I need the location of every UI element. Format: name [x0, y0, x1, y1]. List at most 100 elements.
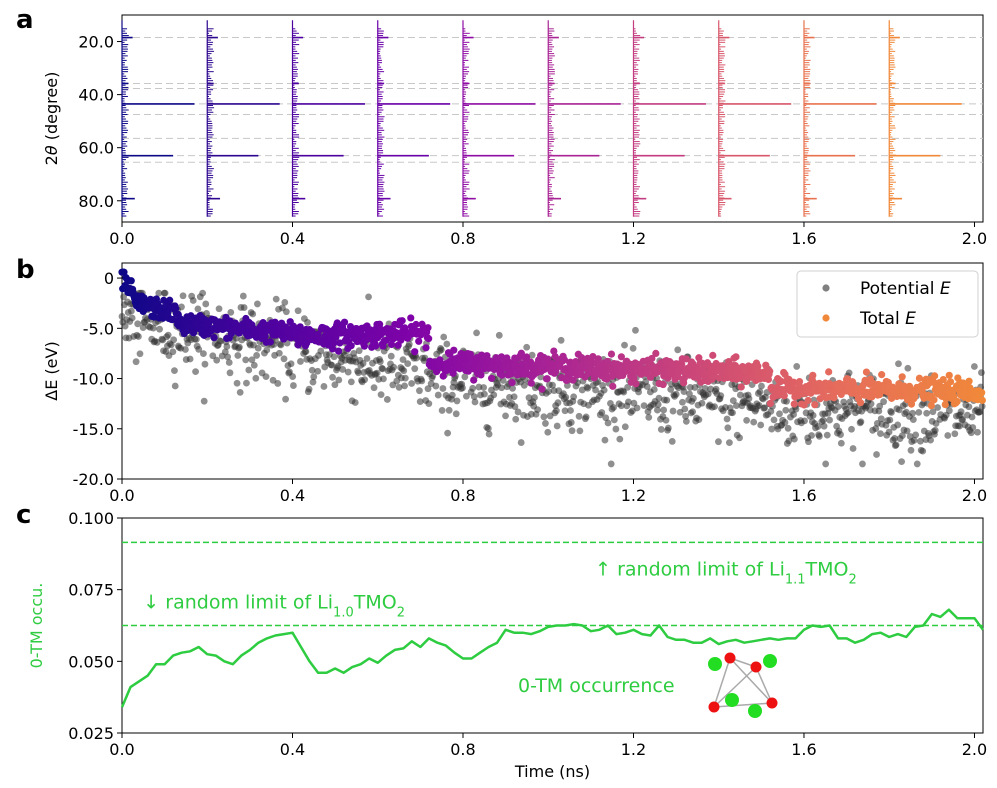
potential-energy-point	[363, 355, 371, 362]
potential-energy-point	[974, 428, 981, 436]
potential-energy-point	[282, 308, 290, 316]
panel-a-xtick-label: 1.6	[791, 229, 816, 248]
total-energy-point	[569, 376, 577, 384]
potential-energy-point	[793, 363, 801, 370]
potential-energy-point	[859, 460, 866, 468]
total-energy-point	[809, 371, 817, 379]
total-energy-point	[329, 345, 337, 353]
potential-energy-point	[584, 384, 592, 392]
potential-energy-point	[461, 373, 469, 381]
potential-energy-point	[898, 458, 905, 465]
potential-energy-point	[309, 378, 317, 386]
li-atom-icon	[763, 654, 777, 668]
panel-c-letter: c	[16, 500, 32, 530]
total-energy-point	[449, 369, 457, 377]
potential-energy-point	[254, 344, 262, 352]
potential-energy-point	[616, 435, 624, 443]
potential-energy-point	[424, 385, 432, 393]
potential-energy-point	[872, 425, 880, 432]
panel-b-ytick-label: -15.0	[73, 420, 114, 439]
potential-energy-point	[682, 412, 689, 420]
total-energy-point	[425, 335, 433, 343]
potential-energy-point	[567, 419, 575, 426]
potential-energy-point	[927, 436, 934, 444]
potential-energy-point	[957, 408, 965, 416]
total-energy-point	[527, 358, 535, 366]
total-energy-point	[415, 337, 423, 345]
total-energy-point	[470, 376, 478, 384]
potential-energy-point	[785, 437, 793, 445]
potential-energy-point	[520, 381, 528, 389]
potential-energy-point	[758, 382, 765, 390]
potential-energy-point	[816, 432, 823, 440]
panel-b-ytick-label: -20.0	[73, 470, 114, 489]
potential-energy-point	[132, 358, 140, 366]
panel-c-xtick-label: 0.0	[109, 740, 134, 759]
potential-energy-point	[768, 425, 776, 433]
occurrence-line	[120, 608, 985, 708]
o-atom-icon	[766, 697, 778, 709]
potential-energy-point	[252, 374, 260, 382]
panel-c-xtick-label: 1.6	[791, 740, 816, 759]
potential-energy-point	[167, 341, 175, 349]
total-energy-point	[978, 389, 986, 397]
total-energy-point	[439, 372, 447, 380]
panel-b-ytick-label: -5.0	[83, 319, 114, 338]
potential-energy-point	[820, 422, 828, 430]
potential-energy-point	[909, 409, 916, 417]
total-energy-point	[450, 346, 458, 354]
potential-energy-point	[978, 369, 985, 376]
potential-energy-point	[643, 383, 651, 390]
cluster-bond	[713, 666, 757, 708]
potential-energy-point	[365, 293, 372, 301]
potential-energy-point	[331, 381, 339, 389]
potential-energy-point	[387, 352, 395, 360]
total-energy-point	[946, 378, 955, 386]
cluster-bond	[713, 657, 731, 708]
potential-energy-point	[976, 408, 984, 416]
potential-energy-point	[399, 356, 407, 364]
potential-energy-point	[400, 367, 408, 375]
potential-energy-point	[757, 421, 765, 429]
potential-energy-point	[411, 365, 419, 373]
potential-energy-point	[892, 441, 900, 449]
potential-energy-point	[136, 350, 144, 358]
potential-energy-point	[711, 403, 718, 410]
potential-energy-point	[308, 366, 316, 374]
potential-energy-point	[200, 397, 208, 405]
total-energy-point	[939, 376, 947, 384]
potential-energy-point	[224, 353, 232, 361]
potential-energy-point	[782, 406, 790, 414]
potential-energy-point	[195, 345, 203, 353]
potential-energy-point	[620, 388, 628, 396]
potential-energy-point	[405, 340, 413, 348]
total-energy-point	[527, 379, 535, 387]
potential-energy-point	[469, 384, 477, 392]
potential-energy-point	[959, 416, 967, 423]
panel-c-occurrence: 0.0 0.4 0.8 1.2 1.6 2.0 0.025 0.050 0.075 0.100 0-…	[27, 509, 987, 781]
potential-energy-point	[660, 406, 668, 414]
potential-energy-point	[837, 431, 844, 438]
panel-c-xtick-label: 0.4	[280, 740, 305, 759]
potential-energy-point	[404, 360, 412, 368]
potential-energy-point	[679, 398, 686, 406]
total-energy-point	[737, 383, 745, 391]
panel-b-xtick-label: 0.8	[450, 486, 475, 505]
potential-energy-point	[951, 430, 959, 438]
potential-energy-point	[640, 402, 648, 410]
potential-energy-point	[236, 343, 243, 351]
potential-energy-point	[432, 382, 440, 390]
random-limit-label: ↓ random limit of Li1.0TMO2	[143, 591, 405, 620]
potential-energy-point	[969, 424, 977, 431]
potential-energy-point	[437, 346, 445, 354]
potential-energy-point	[664, 424, 672, 432]
potential-energy-point	[542, 420, 549, 427]
potential-energy-point	[289, 373, 297, 380]
potential-energy-point	[561, 407, 569, 415]
potential-energy-point	[888, 409, 895, 416]
potential-energy-point	[540, 413, 548, 421]
potential-energy-point	[416, 398, 424, 406]
potential-energy-point	[121, 322, 129, 330]
total-energy-point	[412, 320, 420, 329]
potential-energy-point	[867, 400, 875, 408]
